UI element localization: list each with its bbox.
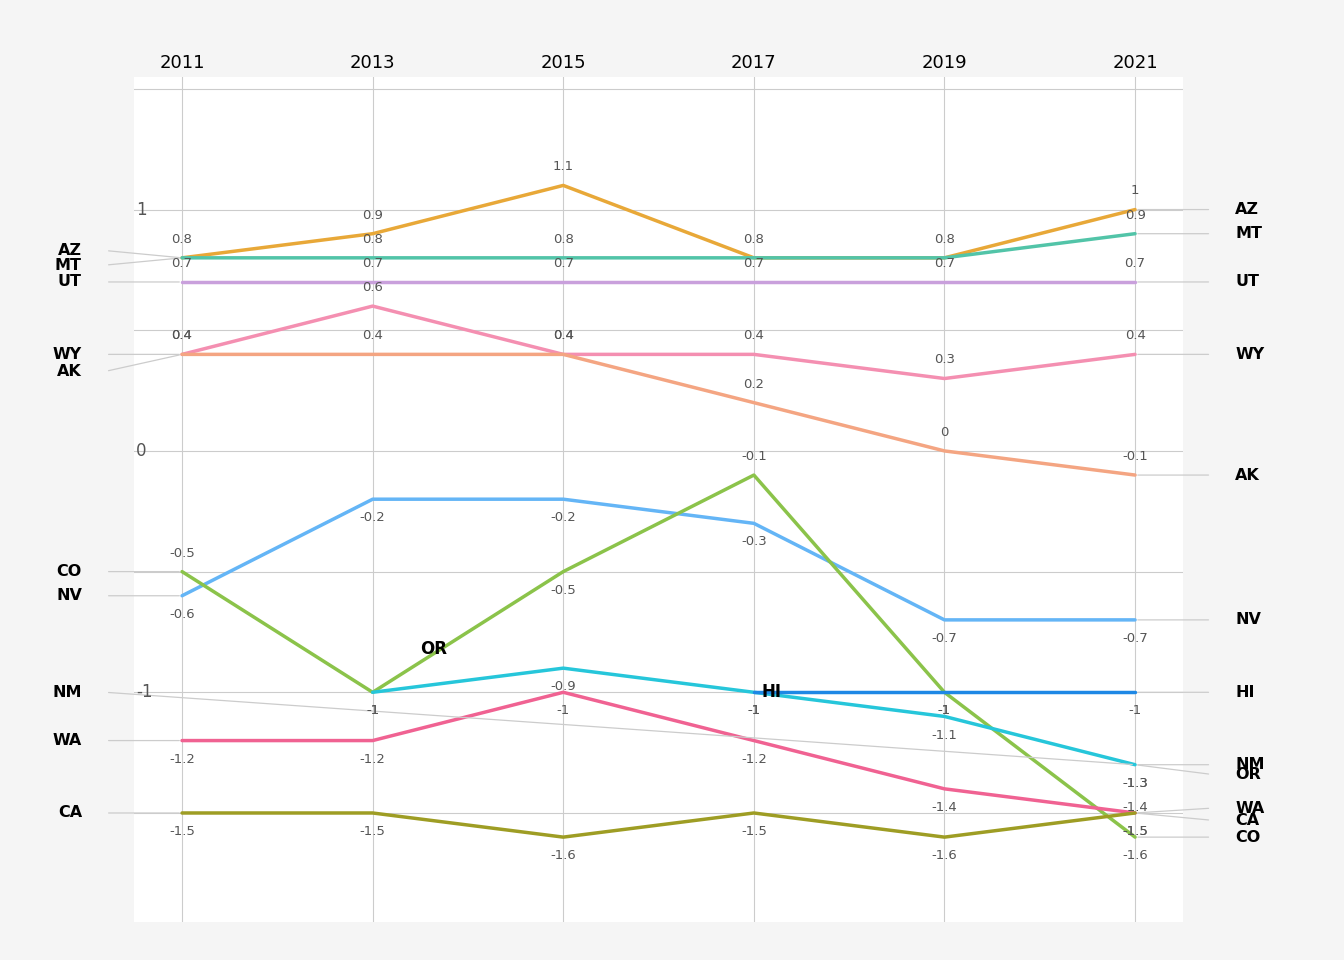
Text: HI: HI [1235,684,1255,700]
Text: AZ: AZ [1235,202,1259,217]
Text: -1.5: -1.5 [169,825,195,838]
Text: -0.1: -0.1 [1122,450,1148,463]
Text: 0.4: 0.4 [1125,329,1145,343]
Text: -1.5: -1.5 [741,825,767,838]
Text: NV: NV [56,588,82,603]
Text: -0.2: -0.2 [551,512,577,524]
Text: 0.8: 0.8 [172,232,192,246]
Text: UT: UT [1235,275,1259,290]
Text: -1: -1 [1129,705,1141,717]
Text: -1: -1 [747,705,761,717]
Text: -0.3: -0.3 [741,536,766,548]
Text: -1.2: -1.2 [741,753,767,766]
Text: WY: WY [1235,347,1265,362]
Text: -1.5: -1.5 [360,825,386,838]
Text: OR: OR [421,640,448,658]
Text: -0.7: -0.7 [1122,632,1148,645]
Text: -1.1: -1.1 [931,729,957,741]
Text: AK: AK [58,364,82,379]
Text: AZ: AZ [58,243,82,258]
Text: 0.7: 0.7 [552,257,574,270]
Text: -1.4: -1.4 [931,801,957,814]
Text: -1.4: -1.4 [1122,801,1148,814]
Text: -0.2: -0.2 [360,512,386,524]
Text: 0.7: 0.7 [1125,257,1145,270]
Text: WY: WY [52,347,82,362]
Text: 0.4: 0.4 [172,329,192,343]
Text: 0.8: 0.8 [552,232,574,246]
Text: 0.9: 0.9 [1125,208,1145,222]
Text: WA: WA [1235,801,1265,816]
Text: CO: CO [1235,829,1261,845]
Text: -1.3: -1.3 [1122,777,1148,790]
Text: CA: CA [58,805,82,821]
Text: 0.7: 0.7 [172,257,192,270]
Text: 0.6: 0.6 [363,281,383,294]
Text: -0.6: -0.6 [169,608,195,621]
Text: 1.1: 1.1 [552,160,574,174]
Text: 0.4: 0.4 [363,329,383,343]
Text: -1: -1 [136,684,153,702]
Text: UT: UT [58,275,82,290]
Text: -0.9: -0.9 [551,681,577,693]
Text: 0.2: 0.2 [743,377,765,391]
Text: 0.3: 0.3 [934,353,956,367]
Text: NV: NV [1235,612,1261,628]
Text: -0.5: -0.5 [551,584,577,597]
Text: -1.2: -1.2 [169,753,195,766]
Text: -1: -1 [366,705,379,717]
Text: HI: HI [762,684,781,702]
Text: -1: -1 [556,705,570,717]
Text: MT: MT [55,257,82,273]
Text: -0.1: -0.1 [741,450,766,463]
Text: 0.8: 0.8 [934,232,954,246]
Text: MT: MT [1235,227,1262,241]
Text: -1: -1 [938,705,952,717]
Text: 0.7: 0.7 [362,257,383,270]
Text: CO: CO [56,564,82,579]
Text: 0.7: 0.7 [743,257,765,270]
Text: NM: NM [52,684,82,700]
Text: -1: -1 [366,705,379,717]
Text: -1: -1 [747,705,761,717]
Text: -1.6: -1.6 [1122,850,1148,862]
Text: 1: 1 [136,201,146,219]
Text: 0.4: 0.4 [552,329,574,343]
Text: AK: AK [1235,468,1259,483]
Text: NM: NM [1235,757,1265,772]
Text: 0.4: 0.4 [552,329,574,343]
Text: -0.7: -0.7 [931,632,957,645]
Text: -1.6: -1.6 [551,850,577,862]
Text: -1.5: -1.5 [1122,825,1148,838]
Text: 0.7: 0.7 [934,257,956,270]
Text: -0.5: -0.5 [169,546,195,560]
Text: CA: CA [1235,813,1259,828]
Text: 0.4: 0.4 [743,329,765,343]
Text: OR: OR [1235,767,1261,781]
Text: -1.6: -1.6 [931,850,957,862]
Text: -1.3: -1.3 [1122,777,1148,790]
Text: WA: WA [52,733,82,748]
Text: 0.8: 0.8 [743,232,765,246]
Text: 0.9: 0.9 [363,208,383,222]
Text: 0: 0 [941,426,949,439]
Text: -1.2: -1.2 [360,753,386,766]
Text: 1: 1 [1130,184,1140,198]
Text: 0.8: 0.8 [363,232,383,246]
Text: -1.5: -1.5 [1122,825,1148,838]
Text: 0.4: 0.4 [172,329,192,343]
Text: -1: -1 [938,705,952,717]
Text: 0: 0 [136,442,146,460]
